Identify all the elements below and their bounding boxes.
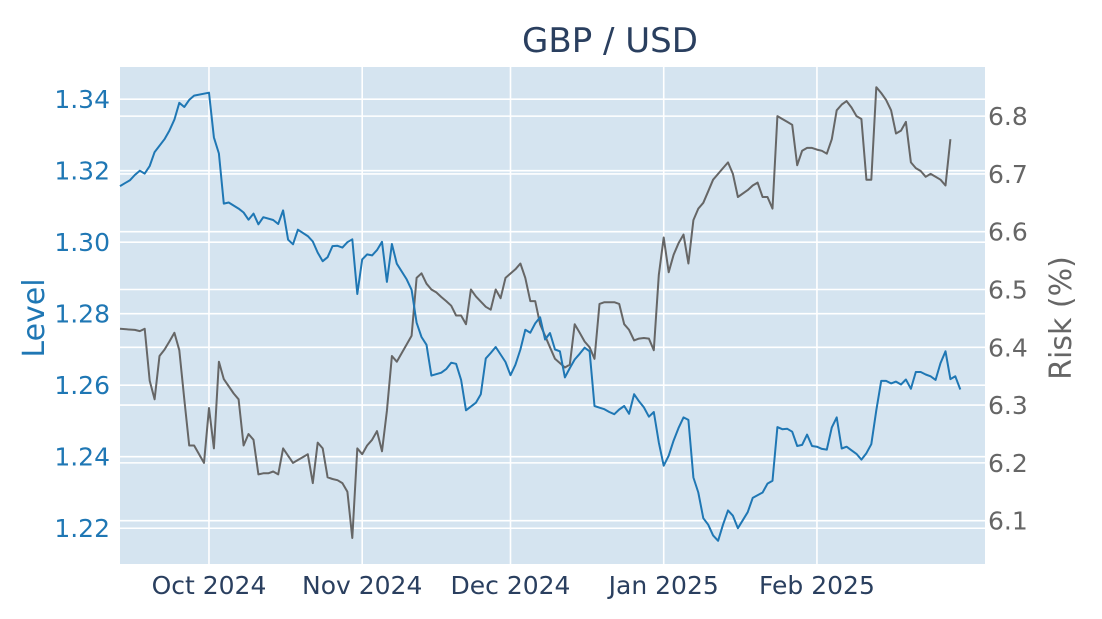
x-tick-label: Oct 2024 xyxy=(152,571,267,600)
series-line-risk xyxy=(119,86,952,539)
y-axis-left-label: Level xyxy=(17,278,52,357)
chart-title: GBP / USD xyxy=(522,21,698,61)
grid xyxy=(120,67,985,564)
y-tick-label-right: 6.7 xyxy=(988,160,1028,189)
y-tick-label-left: 1.30 xyxy=(54,228,110,257)
x-tick-label: Nov 2024 xyxy=(302,571,422,600)
y-axis-right-label: Risk (%) xyxy=(1044,256,1079,380)
y-tick-label-right: 6.3 xyxy=(988,391,1028,420)
x-tick-label: Feb 2025 xyxy=(759,571,875,600)
y-tick-label-left: 1.28 xyxy=(54,300,110,329)
y-tick-label-left: 1.22 xyxy=(54,514,110,543)
y-tick-label-right: 6.1 xyxy=(988,507,1028,536)
y-tick-label-right: 6.8 xyxy=(988,102,1028,131)
x-tick-label: Jan 2025 xyxy=(607,571,719,600)
x-tick-label: Dec 2024 xyxy=(451,571,571,600)
series-layer xyxy=(119,86,962,542)
y-tick-label-right: 6.6 xyxy=(988,218,1028,247)
ticks-layer: Oct 2024 Nov 2024 Dec 2024 Jan 2025 Feb 2025… xyxy=(54,85,1027,600)
plot-background xyxy=(120,67,985,564)
y-tick-label-left: 1.24 xyxy=(54,443,110,472)
y-tick-label-right: 6.4 xyxy=(988,333,1028,362)
y-tick-label-right: 6.5 xyxy=(988,275,1028,304)
y-tick-label-left: 1.26 xyxy=(54,371,110,400)
y-tick-label-left: 1.32 xyxy=(54,157,110,186)
series-line-level xyxy=(119,91,962,542)
y-tick-label-left: 1.34 xyxy=(54,85,110,114)
y-tick-label-right: 6.2 xyxy=(988,449,1028,478)
